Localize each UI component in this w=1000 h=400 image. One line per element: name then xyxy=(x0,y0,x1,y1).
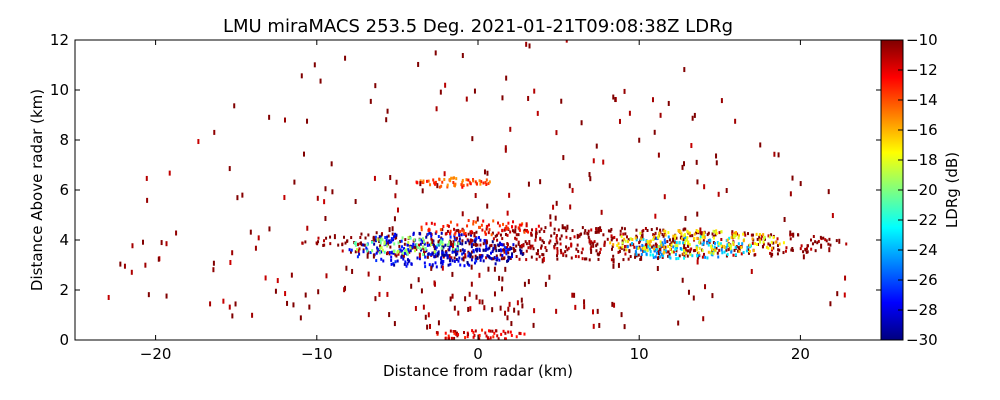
colorbar-label: LDRg (dB) xyxy=(943,152,961,228)
x-tick-label: 20 xyxy=(791,345,810,363)
plot-area xyxy=(107,40,848,340)
colorbar-tick-label: −20 xyxy=(906,181,938,199)
x-tick-label: 10 xyxy=(630,345,649,363)
colorbar-tick-label: −26 xyxy=(906,271,938,289)
echo-feature xyxy=(420,219,540,237)
colorbar-tick-label: −28 xyxy=(906,301,938,319)
y-tick-label: 6 xyxy=(59,181,69,199)
colorbar-tick-label: −14 xyxy=(906,91,938,109)
y-axis-label: Distance Above radar (km) xyxy=(28,89,46,291)
x-axis: −20 −10 0 10 20 xyxy=(140,40,810,363)
colorbar-tick-label: −18 xyxy=(906,151,938,169)
plot-frame xyxy=(74,39,882,341)
y-tick-label: 2 xyxy=(59,281,69,299)
y-tick-label: 12 xyxy=(50,31,69,49)
colorbar-tick-label: −24 xyxy=(906,241,938,259)
echo-feature xyxy=(301,226,848,262)
echo-feature xyxy=(609,229,785,256)
echo-feature xyxy=(415,176,491,189)
colorbar-tick-label: −16 xyxy=(906,121,938,139)
colorbar-axis: −30 −28 −26 −24 −22 −20 −18 −16 −14 −12 −10 xyxy=(898,31,938,349)
y-tick-label: 8 xyxy=(59,131,69,149)
colorbar-tick-label: −30 xyxy=(906,331,938,349)
y-tick-label: 10 xyxy=(50,81,69,99)
y-axis: 0 2 4 6 8 10 12 xyxy=(50,31,881,349)
echo-feature xyxy=(435,328,526,340)
y-tick-label: 0 xyxy=(59,331,69,349)
colorbar-tick-label: −10 xyxy=(906,31,938,49)
colorbar-tick-label: −22 xyxy=(906,211,938,229)
echo-feature xyxy=(353,236,460,257)
echo-feature xyxy=(107,40,847,330)
x-tick-label: −20 xyxy=(140,345,172,363)
chart-title: LMU miraMACS 253.5 Deg. 2021-01-21T09:08… xyxy=(223,16,733,37)
x-tick-label: −10 xyxy=(301,345,333,363)
y-tick-label: 4 xyxy=(59,231,69,249)
colorbar-tick-label: −12 xyxy=(906,61,938,79)
x-axis-label: Distance from radar (km) xyxy=(383,362,573,380)
x-tick-label: 0 xyxy=(473,345,483,363)
